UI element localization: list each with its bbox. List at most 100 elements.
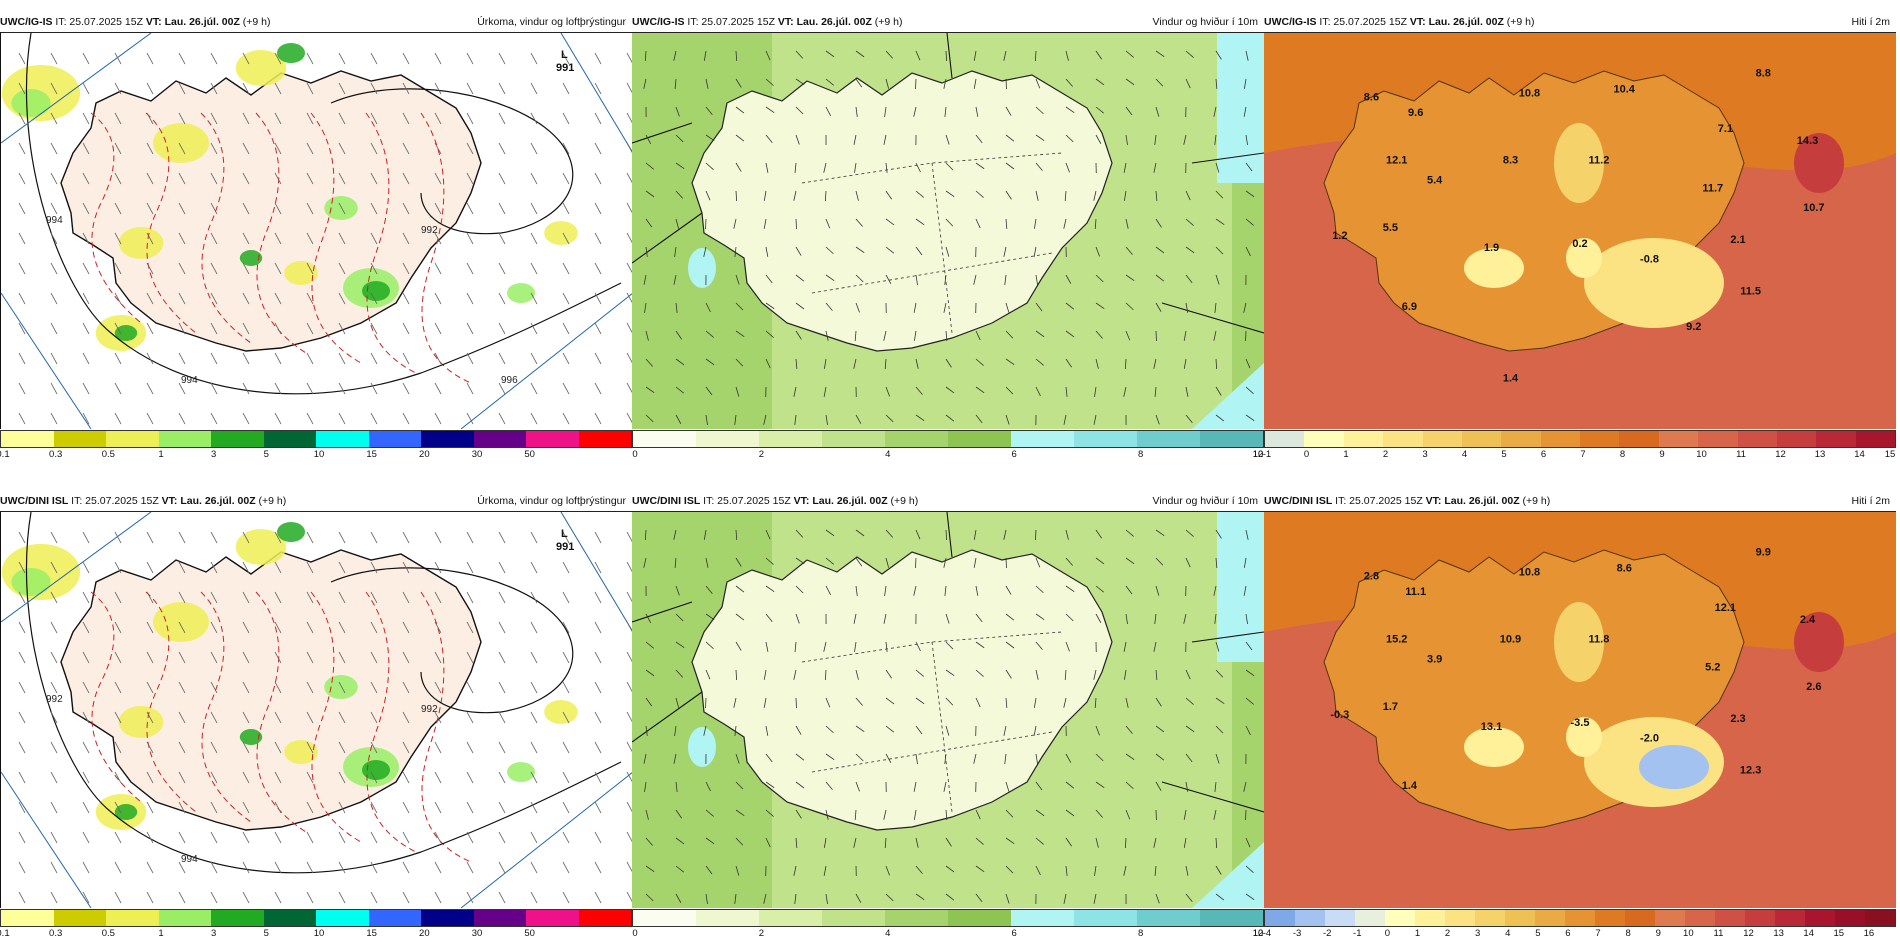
wind-arrow	[1215, 557, 1218, 568]
field-title: Hiti í 2m	[1851, 16, 1890, 28]
colorbar-tick-label: 9	[1655, 928, 1661, 939]
wind-arrow	[1065, 162, 1070, 173]
model-name: UWC/DINI ISL	[1264, 495, 1333, 507]
colorbar-segment	[948, 910, 1011, 926]
wind-barb	[594, 771, 602, 784]
wind-arrow	[943, 302, 947, 313]
wind-barb	[114, 382, 122, 395]
wind-barb	[402, 262, 410, 275]
wind-barb	[402, 891, 410, 904]
wind-arrow	[645, 697, 653, 707]
isobar	[25, 33, 622, 395]
temperature-value: 10.8	[1519, 566, 1540, 578]
colorbar-segment	[1619, 431, 1659, 447]
panel-precip-igis: UWC/IG-IS IT: 25.07.2025 15Z VT: Lau. 26…	[0, 14, 634, 471]
wind-arrow	[825, 50, 835, 58]
wind-arrow	[1243, 585, 1247, 596]
wind-barb	[402, 681, 410, 694]
wind-arrow	[884, 106, 887, 117]
wind-arrow	[1094, 865, 1097, 876]
wind-arrow	[765, 557, 774, 565]
wind-arrow	[823, 837, 827, 848]
wind-arrow	[975, 585, 979, 596]
colorbar-tick-label: 16	[1863, 928, 1875, 939]
wind-arrow	[765, 358, 771, 369]
issue-time: IT: 25.07.2025 15Z	[1335, 495, 1423, 507]
precip-area	[277, 43, 305, 63]
colorbar-segment	[578, 910, 631, 926]
panel-header: UWC/IG-IS IT: 25.07.2025 15Z VT: Lau. 26…	[632, 14, 1264, 31]
colorbar-tick-label: 4	[1461, 449, 1468, 460]
wind-arrow	[1215, 274, 1220, 285]
issue-time: IT: 25.07.2025 15Z	[703, 495, 791, 507]
wind-barb	[146, 801, 154, 814]
wind-barb	[18, 891, 26, 904]
temperature-value: 2.6	[1806, 681, 1821, 693]
wind-barb	[370, 352, 378, 365]
colorbar-segment	[1655, 910, 1685, 926]
wind-barb	[178, 232, 186, 245]
wind-arrow	[705, 330, 714, 338]
wind-barb	[530, 262, 538, 275]
wind-arrow	[1003, 246, 1007, 257]
wind-barb	[50, 352, 58, 365]
colorbar-tick-label: 11	[1713, 928, 1724, 939]
wind-arrow	[853, 613, 857, 624]
wind-arrow	[1005, 613, 1015, 621]
wind-arrow	[1245, 386, 1254, 394]
colorbar-tick-label: 0	[632, 449, 638, 460]
precip-map: L 991 992 994 994 996	[0, 32, 634, 429]
wind-arrow	[945, 330, 948, 341]
wind-arrow	[675, 865, 685, 873]
wind-arrow	[973, 557, 977, 568]
wind-barb	[370, 561, 378, 574]
temperature-value: -0.3	[1330, 709, 1349, 721]
colorbar-segment	[1580, 431, 1620, 447]
valid-time-label: VT:	[1425, 495, 1442, 507]
wind-arrow	[1035, 753, 1038, 764]
wind-arrow	[1005, 669, 1012, 679]
wind-barb	[498, 681, 506, 694]
wind-arrow	[1033, 725, 1037, 736]
precip-area	[153, 602, 209, 642]
wind-arrow	[795, 585, 804, 594]
wind-arrow	[825, 274, 835, 282]
valid-time: Lau. 26.júl. 00Z	[796, 16, 872, 28]
wind-arrow	[1155, 218, 1162, 228]
wind-barb	[210, 82, 218, 95]
wind-arrow	[1154, 613, 1157, 624]
wind-arrow	[1125, 78, 1135, 86]
wind-barb	[18, 531, 26, 544]
colorbar-tick-label: 4	[1505, 928, 1511, 939]
wind-arrow	[645, 865, 655, 872]
precip-area	[235, 50, 287, 86]
wind-barb	[50, 801, 58, 814]
colorbar-tick-label: 20	[419, 928, 430, 939]
wind-arrow	[1153, 358, 1157, 369]
colorbar-tick-label: 5	[1501, 449, 1507, 460]
wind-barb	[498, 801, 506, 814]
wind-barb	[274, 801, 282, 814]
wind-arrow	[1095, 725, 1100, 736]
wind-arrow	[1035, 134, 1045, 142]
wind-arrow	[1155, 781, 1162, 791]
wind-arrow	[765, 641, 769, 652]
temperature-contour	[145, 112, 197, 334]
wind-arrow	[1125, 585, 1133, 595]
wind-arrow	[1245, 50, 1249, 61]
wind-barb	[114, 621, 122, 634]
wind-arrow	[825, 809, 829, 820]
wind-arrow	[1245, 837, 1251, 848]
wind-arrow	[973, 529, 977, 540]
wind-barb	[370, 262, 378, 275]
wind-arrow	[975, 809, 981, 820]
wind-arrow	[975, 162, 985, 170]
wind-arrow	[945, 246, 950, 257]
wind-arrow	[944, 585, 947, 596]
precip-area	[507, 283, 535, 303]
temperature-value: 1.4	[1503, 372, 1519, 384]
temperature-value: 2.3	[1730, 713, 1745, 725]
wind-arrow	[1185, 669, 1191, 680]
wind-barb	[562, 651, 570, 664]
wind-arrow	[1215, 529, 1222, 539]
